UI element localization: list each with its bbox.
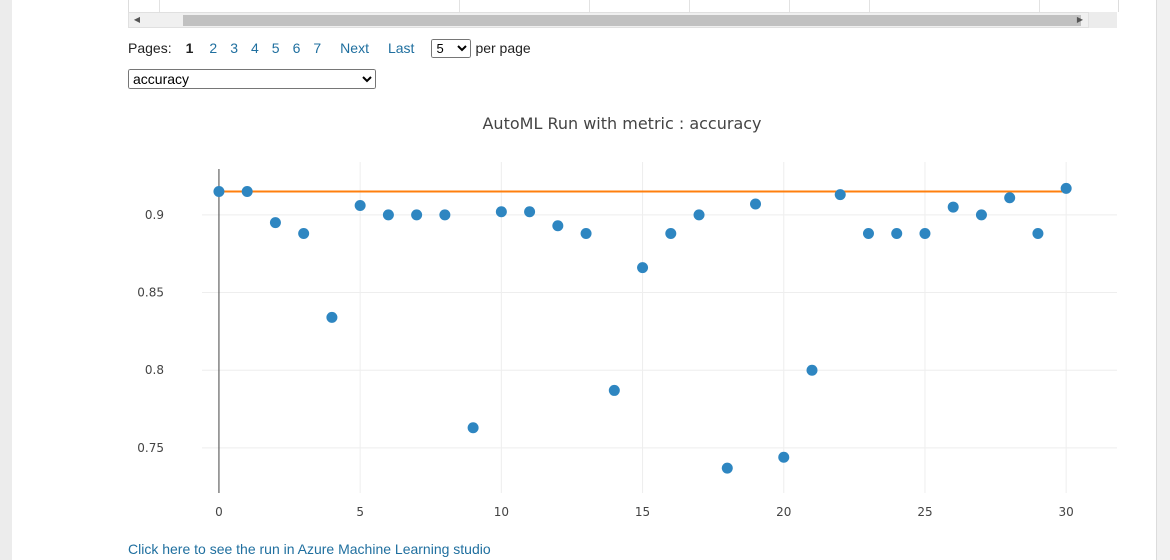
x-tick-label: 15 xyxy=(635,505,650,519)
y-tick-label: 0.9 xyxy=(145,208,164,222)
data-point[interactable] xyxy=(382,209,394,221)
x-tick-label: 0 xyxy=(215,505,223,519)
data-point[interactable] xyxy=(411,209,423,221)
data-point[interactable] xyxy=(495,206,507,218)
data-point[interactable] xyxy=(1004,192,1016,204)
data-point[interactable] xyxy=(439,209,451,221)
chart-tick-labels: 0 5 10 15 20 25 30 0.75 0.8 0.85 0.9 xyxy=(137,208,1074,519)
y-tick-label: 0.85 xyxy=(137,286,164,300)
azure-ml-studio-link[interactable]: Click here to see the run in Azure Machi… xyxy=(128,541,491,557)
data-point[interactable] xyxy=(721,462,733,474)
page-link-5[interactable]: 5 xyxy=(271,40,280,56)
data-point[interactable] xyxy=(778,451,790,463)
scrollbar-corner xyxy=(1089,12,1117,28)
scroll-right-arrow-icon[interactable]: ▶ xyxy=(1076,15,1084,24)
chart-title: AutoML Run with metric : accuracy xyxy=(482,114,761,133)
page-link-6[interactable]: 6 xyxy=(292,40,301,56)
current-page: 1 xyxy=(185,40,194,56)
table-horizontal-scrollbar[interactable]: ◀ ▶ xyxy=(128,12,1089,28)
data-point[interactable] xyxy=(326,311,338,323)
scrollbar-thumb[interactable] xyxy=(183,15,1081,26)
per-page-select[interactable]: 5 xyxy=(431,38,472,58)
page-link-2[interactable]: 2 xyxy=(209,40,218,56)
data-point[interactable] xyxy=(750,198,762,210)
data-point[interactable] xyxy=(608,384,620,396)
x-tick-label: 25 xyxy=(917,505,932,519)
notebook-output-panel xyxy=(12,0,1157,560)
scroll-left-arrow-icon[interactable]: ◀ xyxy=(133,15,141,24)
data-point[interactable] xyxy=(806,364,818,376)
data-point[interactable] xyxy=(269,217,281,229)
data-point[interactable] xyxy=(524,206,536,218)
pages-label: Pages: xyxy=(128,40,172,56)
x-tick-label: 20 xyxy=(776,505,791,519)
data-point[interactable] xyxy=(298,227,310,239)
data-point[interactable] xyxy=(1060,182,1072,194)
data-point[interactable] xyxy=(213,186,225,198)
metric-select[interactable]: accuracy xyxy=(128,69,376,89)
last-page-link[interactable]: Last xyxy=(387,40,415,56)
data-point[interactable] xyxy=(354,200,366,212)
data-point[interactable] xyxy=(975,209,987,221)
data-point[interactable] xyxy=(637,262,649,274)
data-point[interactable] xyxy=(693,209,705,221)
per-page-label: per page xyxy=(475,40,531,56)
data-point[interactable] xyxy=(580,227,592,239)
data-point[interactable] xyxy=(891,227,903,239)
page-vertical-scrollbar[interactable] xyxy=(1156,0,1170,560)
page-link-3[interactable]: 3 xyxy=(230,40,238,56)
data-point[interactable] xyxy=(862,227,874,239)
y-tick-label: 0.8 xyxy=(145,363,164,377)
data-point[interactable] xyxy=(552,220,564,232)
runs-table-bottom xyxy=(128,0,1119,12)
data-point[interactable] xyxy=(1032,227,1044,239)
chart-gridlines xyxy=(202,162,1117,493)
page-link-7[interactable]: 7 xyxy=(313,40,322,56)
x-tick-label: 5 xyxy=(356,505,364,519)
data-point[interactable] xyxy=(834,189,846,201)
next-page-link[interactable]: Next xyxy=(340,40,369,56)
data-point[interactable] xyxy=(241,186,253,198)
x-tick-label: 10 xyxy=(494,505,509,519)
chart-points xyxy=(213,182,1072,474)
data-point[interactable] xyxy=(919,227,931,239)
pagination-bar: Pages: 1 2 3 4 5 6 7 Next Last 5 per pag… xyxy=(128,38,531,58)
y-tick-label: 0.75 xyxy=(137,441,164,455)
data-point[interactable] xyxy=(665,227,677,239)
x-tick-label: 30 xyxy=(1059,505,1074,519)
data-point[interactable] xyxy=(947,201,959,213)
data-point[interactable] xyxy=(467,422,479,434)
page-link-4[interactable]: 4 xyxy=(250,40,259,56)
